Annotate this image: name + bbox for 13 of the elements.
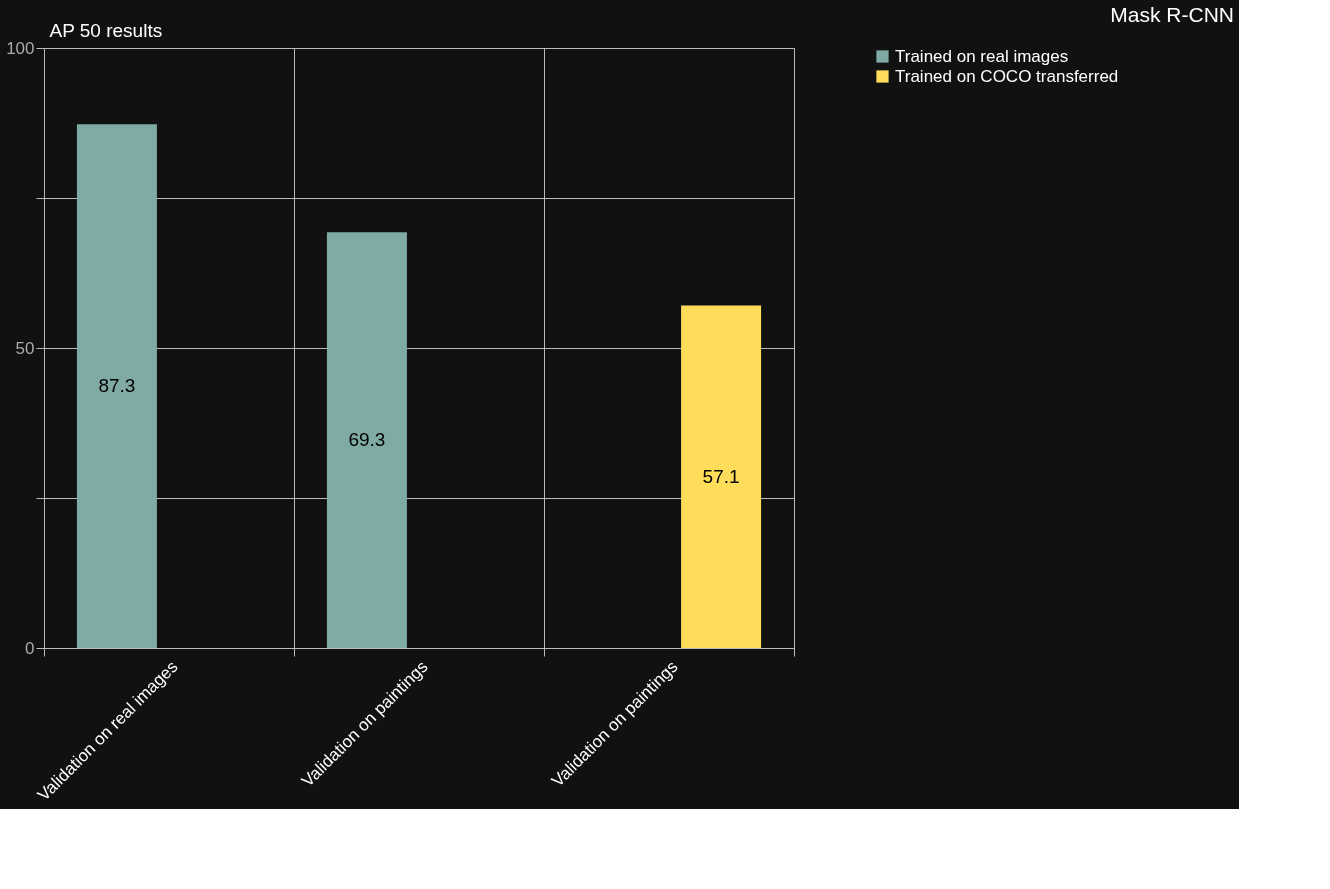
legend-label: Trained on real images: [895, 46, 1069, 66]
data-label: 57.1: [702, 465, 740, 487]
y-axis-title: AP 50 results: [49, 19, 163, 41]
y-tick-label: 0: [25, 638, 35, 658]
y-tick-label: 100: [6, 38, 35, 58]
bar: [326, 232, 407, 648]
data-label: 69.3: [348, 429, 386, 451]
legend-label: Trained on COCO transferred: [895, 66, 1119, 86]
bar: [76, 124, 157, 648]
y-tick-label: 50: [15, 338, 35, 358]
bar: [681, 305, 762, 648]
text: Mask R-CNN: [1110, 3, 1234, 26]
data-label: 87.3: [98, 375, 136, 397]
